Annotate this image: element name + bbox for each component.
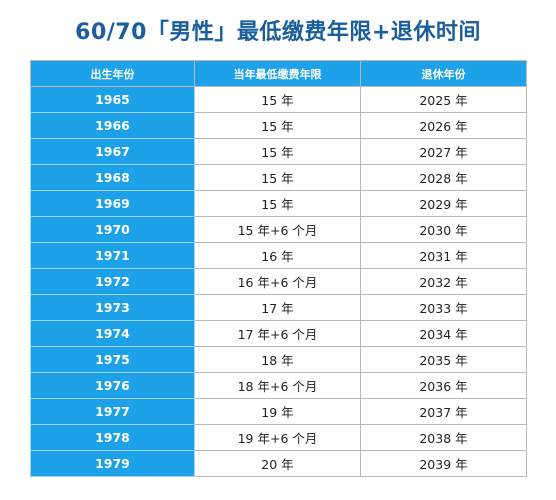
retire-year-cell: 2032 年 <box>360 268 527 295</box>
min-years-cell: 18 年 <box>194 346 361 373</box>
table-row: 1977 19 年 2037 年 <box>30 398 527 425</box>
retire-year-cell: 2037 年 <box>360 398 527 425</box>
retire-year-cell: 2025 年 <box>360 86 527 113</box>
table-row: 1967 15 年 2027 年 <box>30 138 527 165</box>
retirement-table: 出生年份 当年最低缴费年限 退休年份 1965 15 年 2025 年 1966… <box>30 60 527 477</box>
min-years-cell: 15 年 <box>194 138 361 165</box>
min-years-cell: 16 年+6 个月 <box>194 268 361 295</box>
table-row: 1973 17 年 2033 年 <box>30 294 527 321</box>
retire-year-cell: 2030 年 <box>360 216 527 243</box>
table-row: 1970 15 年+6 个月 2030 年 <box>30 216 527 243</box>
min-years-cell: 19 年 <box>194 398 361 425</box>
min-years-cell: 19 年+6 个月 <box>194 424 361 451</box>
retire-year-cell: 2036 年 <box>360 372 527 399</box>
birth-year-cell: 1972 <box>30 268 195 295</box>
birth-year-cell: 1966 <box>30 112 195 139</box>
birth-year-cell: 1977 <box>30 398 195 425</box>
table-row: 1969 15 年 2029 年 <box>30 190 527 217</box>
table-header-row: 出生年份 当年最低缴费年限 退休年份 <box>30 60 527 87</box>
min-years-cell: 18 年+6 个月 <box>194 372 361 399</box>
retire-year-cell: 2033 年 <box>360 294 527 321</box>
birth-year-cell: 1967 <box>30 138 195 165</box>
page-title: 60/70「男性」最低缴费年限+退休时间 <box>75 20 481 45</box>
min-years-cell: 17 年+6 个月 <box>194 320 361 347</box>
table-row: 1965 15 年 2025 年 <box>30 86 527 113</box>
header-retirement-year: 退休年份 <box>360 60 527 87</box>
min-years-cell: 15 年 <box>194 190 361 217</box>
birth-year-cell: 1969 <box>30 190 195 217</box>
header-birth-year: 出生年份 <box>30 60 195 87</box>
birth-year-cell: 1970 <box>30 216 195 243</box>
min-years-cell: 16 年 <box>194 242 361 269</box>
retire-year-cell: 2039 年 <box>360 450 527 477</box>
retire-year-cell: 2035 年 <box>360 346 527 373</box>
min-years-cell: 15 年 <box>194 112 361 139</box>
retire-year-cell: 2029 年 <box>360 190 527 217</box>
birth-year-cell: 1973 <box>30 294 195 321</box>
birth-year-cell: 1965 <box>30 86 195 113</box>
min-years-cell: 20 年 <box>194 450 361 477</box>
retire-year-cell: 2038 年 <box>360 424 527 451</box>
min-years-cell: 15 年 <box>194 164 361 191</box>
table-row: 1971 16 年 2031 年 <box>30 242 527 269</box>
header-min-contribution-years: 当年最低缴费年限 <box>194 60 361 87</box>
min-years-cell: 15 年+6 个月 <box>194 216 361 243</box>
table-row: 1975 18 年 2035 年 <box>30 346 527 373</box>
retire-year-cell: 2027 年 <box>360 138 527 165</box>
table-row: 1974 17 年+6 个月 2034 年 <box>30 320 527 347</box>
birth-year-cell: 1979 <box>30 450 195 477</box>
birth-year-cell: 1978 <box>30 424 195 451</box>
birth-year-cell: 1976 <box>30 372 195 399</box>
min-years-cell: 15 年 <box>194 86 361 113</box>
table-row: 1966 15 年 2026 年 <box>30 112 527 139</box>
birth-year-cell: 1968 <box>30 164 195 191</box>
birth-year-cell: 1975 <box>30 346 195 373</box>
table-row: 1976 18 年+6 个月 2036 年 <box>30 372 527 399</box>
birth-year-cell: 1971 <box>30 242 195 269</box>
table-row: 1968 15 年 2028 年 <box>30 164 527 191</box>
retire-year-cell: 2028 年 <box>360 164 527 191</box>
retire-year-cell: 2034 年 <box>360 320 527 347</box>
table-row: 1972 16 年+6 个月 2032 年 <box>30 268 527 295</box>
birth-year-cell: 1974 <box>30 320 195 347</box>
min-years-cell: 17 年 <box>194 294 361 321</box>
table-row: 1979 20 年 2039 年 <box>30 450 527 477</box>
table-row: 1978 19 年+6 个月 2038 年 <box>30 424 527 451</box>
retire-year-cell: 2026 年 <box>360 112 527 139</box>
retire-year-cell: 2031 年 <box>360 242 527 269</box>
